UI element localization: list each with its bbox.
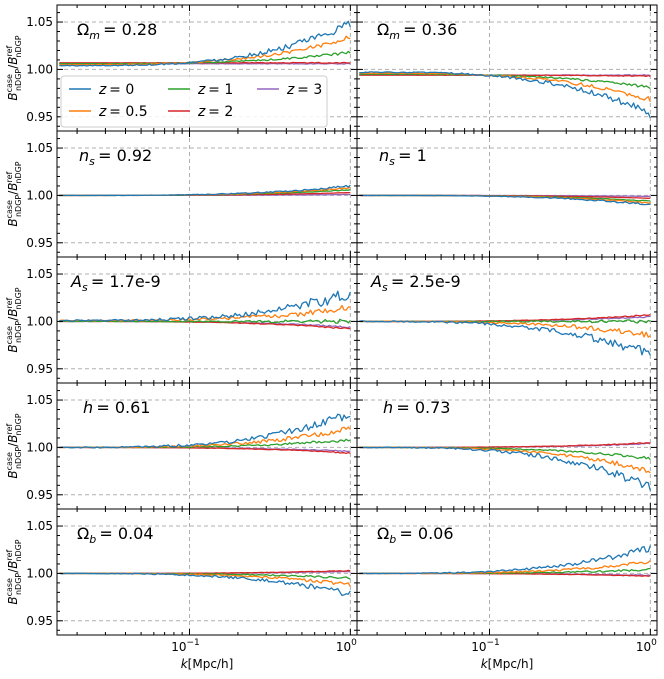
series-group — [59, 290, 351, 330]
y-tick-label: 1.05 — [26, 393, 53, 407]
series-line-z0 — [359, 446, 651, 491]
series-group — [359, 194, 651, 206]
y-tick-label: 1.05 — [26, 15, 53, 29]
series-line-z0 — [359, 320, 651, 356]
y-axis-label: BcasenDGP/BrefnDGP — [5, 35, 23, 100]
panel-9: 0.95 1.00 1.05 Ωb = 0.04 BcasenDGP/BrefnDGP 1… — [5, 508, 358, 671]
panel-annotation: h = 0.61 — [83, 398, 150, 417]
panel-7: 0.95 1.00 1.05 h = 0.61 BcasenDGP/BrefnDGP — [5, 382, 358, 510]
panel-2: Ωm = 0.36 — [356, 4, 658, 132]
panel-grid: 0.95 1.00 1.05 Ωm = 0.28 BcasenDGP/BrefnDGP Ω… — [5, 4, 658, 671]
series-line-z0p5 — [359, 320, 651, 338]
series-line-z0 — [59, 572, 351, 597]
series-line-z0 — [59, 290, 351, 322]
y-tick-label: 1.00 — [26, 566, 53, 580]
legend-label: z = 2 — [197, 104, 233, 120]
x-axis-label: k[Mpc/h] — [481, 657, 534, 671]
legend: z = 0 z = 0.5 z = 1 z = 2 z = 3 — [60, 75, 328, 128]
y-axis-label: BcasenDGP/BrefnDGP — [5, 413, 23, 478]
legend-label: z = 0 — [98, 82, 134, 98]
panel-3: 0.95 1.00 1.05 ns = 0.92 BcasenDGP/BrefnDGP — [5, 130, 358, 258]
series-line-z2 — [359, 314, 651, 323]
panel-annotation: ns = 0.92 — [79, 146, 152, 168]
series-group — [359, 442, 651, 491]
series-group — [59, 184, 351, 197]
series-group — [59, 20, 351, 67]
y-axis-label: BcasenDGP/BrefnDGP — [5, 161, 23, 226]
panel-annotation: Ωm = 0.28 — [77, 20, 157, 42]
panel-6: As = 2.5e-9 — [356, 256, 658, 384]
y-axis-label: BcasenDGP/BrefnDGP — [5, 287, 23, 352]
legend-item-z1: z = 1 — [168, 82, 233, 98]
y-tick-label: 0.95 — [26, 614, 53, 628]
y-tick-label: 1.05 — [26, 519, 53, 533]
x-tick-label: 10−1 — [171, 638, 200, 654]
legend-item-z0p5: z = 0.5 — [69, 104, 148, 120]
y-tick-label: 0.95 — [26, 488, 53, 502]
legend-item-z3: z = 3 — [257, 82, 322, 98]
panel-5: 0.95 1.00 1.05 As = 1.7e-9 BcasenDGP/BrefnDG… — [5, 256, 358, 384]
panel-annotation: h = 0.73 — [383, 398, 450, 417]
panel-4: ns = 1 — [356, 130, 658, 258]
y-tick-label: 1.00 — [26, 188, 53, 202]
panel-annotation: Ωm = 0.36 — [377, 20, 457, 42]
y-tick-label: 1.00 — [26, 62, 53, 76]
legend-label: z = 0.5 — [98, 104, 148, 120]
legend-label: z = 3 — [286, 82, 322, 98]
y-tick-label: 1.00 — [26, 440, 53, 454]
panel-annotation: Ωb = 0.04 — [77, 524, 154, 546]
series-line-z0 — [359, 545, 651, 575]
y-tick-label: 0.95 — [26, 362, 53, 376]
series-line-z0 — [59, 20, 351, 67]
x-axis-label: k[Mpc/h] — [181, 657, 234, 671]
y-tick-label: 1.05 — [26, 267, 53, 281]
series-line-z0p5 — [59, 304, 351, 322]
panel-10: Ωb = 0.06 10−1 100 k[Mpc/h] — [356, 508, 658, 671]
series-line-z0 — [59, 184, 351, 197]
y-axis-label: BcasenDGP/BrefnDGP — [5, 539, 23, 604]
legend-item-z2: z = 2 — [168, 104, 233, 120]
x-tick-label: 10−1 — [471, 638, 500, 654]
y-tick-label: 0.95 — [26, 110, 53, 124]
series-group — [359, 545, 651, 577]
panel-annotation: Ωb = 0.06 — [377, 524, 454, 546]
x-tick-label: 100 — [636, 638, 657, 654]
series-group — [359, 314, 651, 356]
legend-label: z = 1 — [197, 82, 233, 98]
panel-frame — [356, 508, 658, 636]
y-tick-label: 1.00 — [26, 314, 53, 328]
series-group — [59, 413, 351, 455]
panel-annotation: As = 2.5e-9 — [370, 272, 461, 294]
series-line-z1 — [59, 50, 351, 65]
x-tick-label: 100 — [336, 638, 357, 654]
panel-8: h = 0.73 — [356, 382, 658, 510]
legend-item-z0: z = 0 — [69, 82, 134, 98]
series-line-z0 — [59, 413, 351, 449]
series-line-z0 — [359, 194, 651, 206]
series-line-z1 — [359, 446, 651, 461]
series-group — [359, 71, 651, 119]
panel-annotation: As = 1.7e-9 — [70, 272, 161, 294]
y-tick-label: 0.95 — [26, 236, 53, 250]
panel-annotation: ns = 1 — [379, 146, 427, 168]
series-group — [59, 569, 351, 597]
y-tick-label: 1.05 — [26, 141, 53, 155]
series-line-z0 — [359, 71, 651, 119]
